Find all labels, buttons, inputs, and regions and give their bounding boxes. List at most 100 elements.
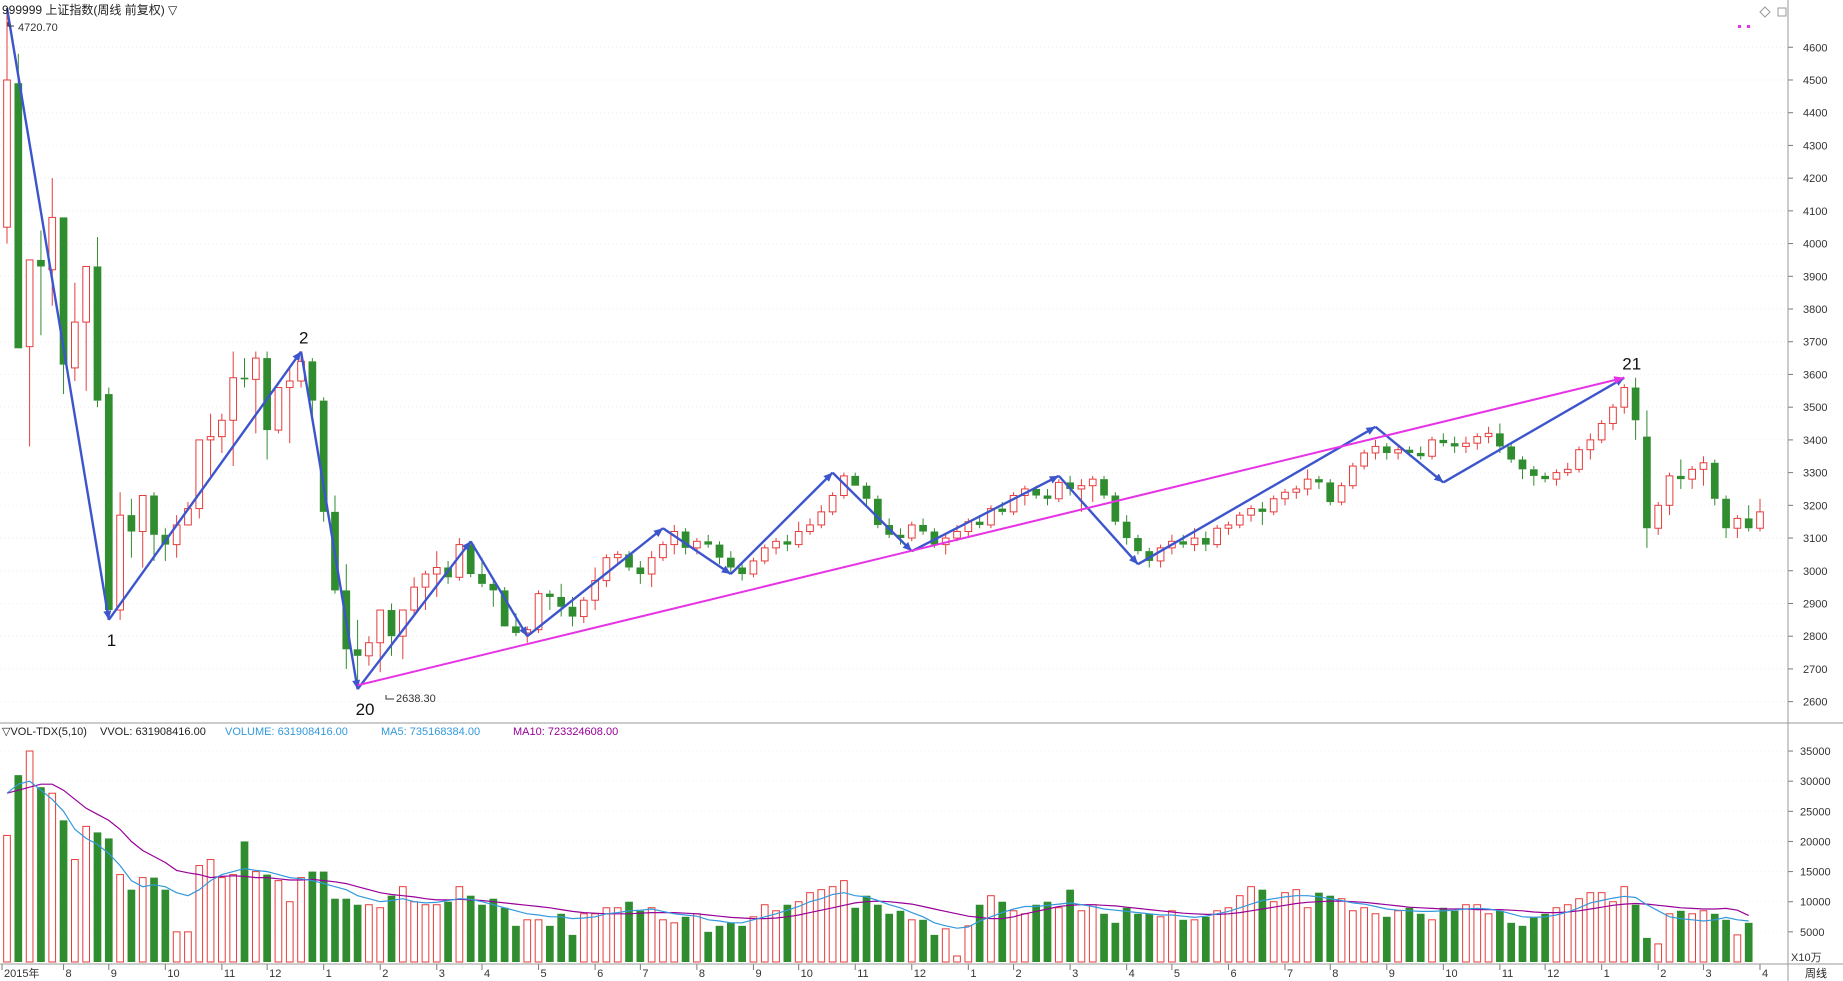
time-tick-label: 7 <box>642 968 648 980</box>
volume-bar-up <box>579 913 588 963</box>
candle-body-up <box>1292 488 1301 493</box>
candle-body-down <box>1405 449 1414 453</box>
volume-bar-up <box>1213 910 1221 963</box>
candle-body-up <box>1394 449 1402 454</box>
candle-body-down <box>263 358 271 431</box>
price-tick-label: 4300 <box>1803 140 1827 152</box>
wave-segment <box>107 350 303 621</box>
volume-bar-up <box>907 919 916 963</box>
candle-body-down <box>715 544 724 558</box>
volume-tick-label: 25000 <box>1800 806 1831 818</box>
volume-bar-down <box>14 775 23 962</box>
candle-body-down <box>500 590 509 627</box>
volume-bars <box>3 750 1753 963</box>
restore-icon[interactable] <box>1777 7 1787 17</box>
volume-bar-down <box>512 925 520 962</box>
candle-body-up <box>953 531 961 539</box>
volume-bar-up <box>523 919 532 963</box>
wave-segment <box>911 474 1060 553</box>
volume-bar-down <box>896 910 905 962</box>
candle-body-down <box>1496 433 1504 447</box>
volume-bar-down <box>1066 889 1074 962</box>
vvol-value: VVOL: 631908416.00 <box>100 726 206 738</box>
candle-body-up <box>1235 514 1244 526</box>
candle-body-down <box>1382 446 1391 453</box>
volume-bar-up <box>1428 919 1436 963</box>
price-tick-label: 4200 <box>1803 173 1827 185</box>
candle-body-up <box>410 586 418 611</box>
time-tick-label: 11 <box>1502 968 1513 980</box>
time-tick-label: 5 <box>1174 968 1180 980</box>
volume-bar-down <box>1032 904 1041 962</box>
volume-bar-down <box>625 901 633 962</box>
candle-body-up <box>71 321 79 369</box>
candle-body-down <box>308 361 317 401</box>
candle-body-down <box>150 495 158 535</box>
volume-bar-down <box>783 904 792 962</box>
volume-bar-up <box>1360 907 1369 963</box>
volume-bar-down <box>557 913 566 962</box>
volume-bar-down <box>1100 913 1108 962</box>
volume-bar-up <box>1349 910 1357 963</box>
candle-body-up <box>1473 436 1482 444</box>
time-tick-label: 2015年 <box>4 966 39 980</box>
candle-body-up <box>1269 498 1278 513</box>
candle-body-down <box>851 475 860 486</box>
volume-bar-up <box>1088 904 1097 963</box>
candle-body-down <box>896 534 905 539</box>
volume-bar-up <box>794 901 803 963</box>
period-label[interactable]: 周线 <box>1805 966 1827 980</box>
volume-bar-up <box>432 904 441 963</box>
candle-body-down <box>1066 482 1074 489</box>
candle-body-up <box>1484 432 1493 438</box>
wave-segment <box>469 540 529 637</box>
ma5-value: MA5: 735168384.00 <box>381 726 480 738</box>
time-tick-label: 3 <box>1705 968 1711 980</box>
volume-indicator-label[interactable]: ▽VOL-TDX(5,10) <box>2 726 87 738</box>
price-tick-label: 4000 <box>1803 239 1827 251</box>
time-tick-label: 4 <box>484 968 490 980</box>
volume-bar-up <box>1654 943 1663 963</box>
candle-body-up <box>1733 517 1742 529</box>
chart-title: 999999 上证指数(周线 前复权) ▽ <box>2 2 178 17</box>
wave-segment <box>729 471 834 575</box>
volume-bar-up <box>1597 892 1606 963</box>
price-tick-label: 3400 <box>1803 435 1827 447</box>
candle-body-up <box>806 524 814 533</box>
candle-body-up <box>794 531 803 546</box>
price-tick-label: 4500 <box>1803 75 1827 87</box>
volume-bar-down <box>1258 889 1267 962</box>
volume-bar-up <box>376 907 385 963</box>
volume-bar-down <box>975 904 984 962</box>
volume-bar-up <box>285 901 294 963</box>
candle-body-down <box>681 531 690 548</box>
candle-body-up <box>48 216 57 271</box>
diamond-icon[interactable] <box>1759 6 1771 18</box>
candle-body-down <box>1541 475 1549 480</box>
candle-body-up <box>251 357 260 380</box>
candle-body-up <box>749 560 758 575</box>
time-tick-label: 11 <box>857 968 868 980</box>
volume-bar-up <box>1688 913 1696 963</box>
wave-segment <box>299 351 359 690</box>
candle-body-down <box>1032 488 1041 496</box>
candle-body-down <box>59 217 68 365</box>
candle-body-down <box>1518 459 1527 470</box>
wave-segment <box>5 7 110 621</box>
candle-body-up <box>1054 481 1063 500</box>
volume-bar-up <box>1303 907 1312 963</box>
volume-bar-down <box>342 898 351 962</box>
wave-arrow-head <box>1128 554 1138 565</box>
volume-bar-down <box>489 898 498 962</box>
volume-bar-up <box>1224 907 1233 963</box>
candle-body-down <box>568 606 577 617</box>
volume-bar-up <box>1575 898 1583 963</box>
time-tick-label: 10 <box>801 968 813 980</box>
candle-body-down <box>783 541 792 545</box>
volume-bar-up <box>987 895 995 963</box>
candle-body-up <box>432 566 441 575</box>
volume-bar-up <box>964 925 973 963</box>
volume-bar-down <box>1145 913 1154 962</box>
candle-body-up <box>1281 491 1289 500</box>
